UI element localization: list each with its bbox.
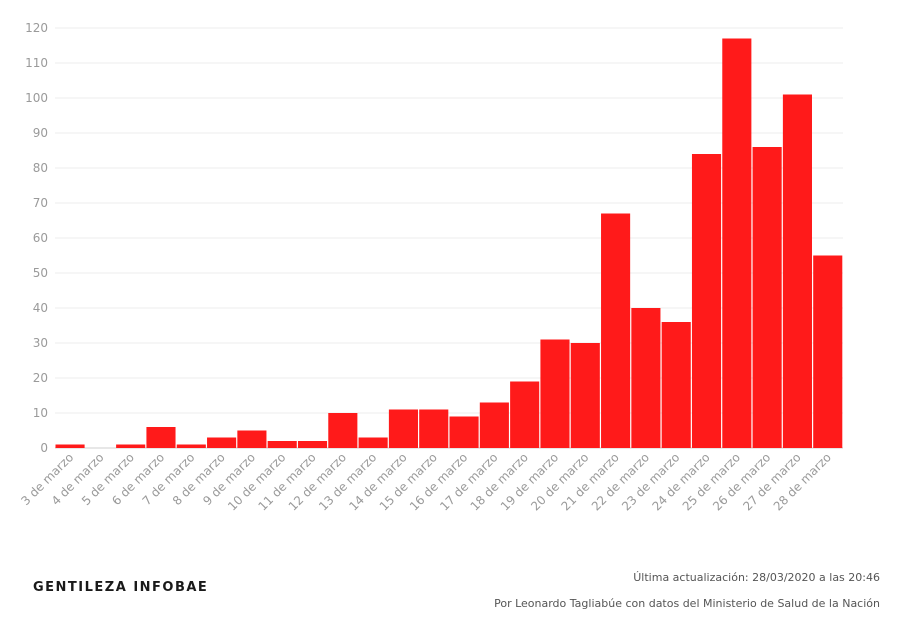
y-tick-label: 60 — [33, 231, 48, 245]
y-tick-label: 100 — [25, 91, 48, 105]
bar — [237, 430, 267, 448]
y-tick-label: 10 — [33, 406, 48, 420]
byline-text: Por Leonardo Tagliabúe con datos del Min… — [494, 597, 880, 610]
y-tick-label: 30 — [33, 336, 48, 350]
bar — [419, 409, 449, 448]
y-tick-label: 70 — [33, 196, 48, 210]
bar — [297, 441, 328, 448]
bars — [55, 38, 843, 448]
y-tick-label: 50 — [33, 266, 48, 280]
y-tick-label: 90 — [33, 126, 48, 140]
bar — [449, 416, 479, 448]
bar — [510, 381, 540, 448]
bar — [116, 444, 146, 448]
bar — [146, 427, 176, 448]
bar — [813, 255, 843, 448]
bar — [479, 402, 509, 448]
bar — [691, 154, 722, 448]
y-axis-tick-labels: 0 10 20 30 40 50 60 70 80 90 100 110 120 — [25, 21, 48, 455]
bar — [752, 147, 782, 448]
bar — [601, 213, 631, 448]
y-tick-label: 120 — [25, 21, 48, 35]
bar — [267, 441, 297, 448]
bar — [358, 437, 388, 448]
y-tick-label: 40 — [33, 301, 48, 315]
bar — [540, 339, 570, 448]
bar — [328, 413, 358, 448]
bar — [570, 343, 600, 448]
bar — [631, 308, 661, 448]
bar — [661, 322, 691, 448]
bar — [176, 444, 206, 448]
gridlines — [55, 27, 843, 449]
bar — [55, 444, 85, 448]
bar — [722, 38, 752, 448]
y-tick-label: 20 — [33, 371, 48, 385]
last-updated-text: Última actualización: 28/03/2020 a las 2… — [633, 571, 880, 584]
bar-chart: 0 10 20 30 40 50 60 70 80 90 100 110 120 3 de marzo4… — [18, 21, 843, 514]
y-tick-label: 0 — [40, 441, 48, 455]
bar — [388, 409, 418, 448]
bar — [207, 437, 237, 448]
y-tick-label: 110 — [25, 56, 48, 70]
y-tick-label: 80 — [33, 161, 48, 175]
credit-label: GENTILEZA INFOBAE — [33, 580, 209, 595]
bar — [782, 94, 812, 448]
